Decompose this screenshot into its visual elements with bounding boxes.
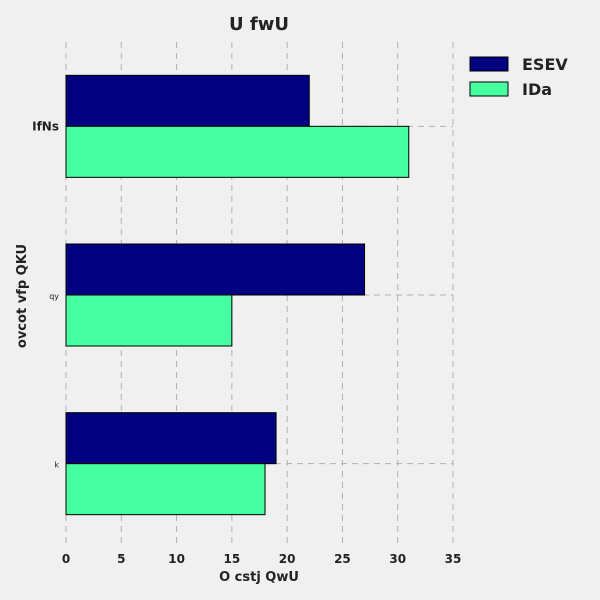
legend-swatch: [469, 56, 509, 72]
y-ticks: IfNs qy k: [32, 119, 59, 469]
bar-IDa-k: [65, 463, 266, 516]
bar-ESEV-qy: [65, 243, 366, 296]
bar-ESEV-IfNs: [65, 74, 310, 127]
x-tick-label: 20: [279, 552, 296, 566]
legend: ESEV IDa: [469, 55, 568, 99]
legend-swatch: [469, 81, 509, 97]
x-tick-label: 30: [389, 552, 406, 566]
legend-label: IDa: [522, 80, 552, 99]
y-tick-label: k: [54, 461, 59, 470]
x-tick-label: 15: [224, 552, 241, 566]
x-tick-label: 10: [168, 552, 185, 566]
x-ticks: 0 5 10 15 20 25 30 35: [62, 552, 462, 566]
bar-ESEV-k: [65, 412, 277, 465]
bar-IDa-qy: [65, 294, 233, 347]
y-tick-label: IfNs: [32, 119, 59, 133]
y-tick-label: qy: [49, 292, 59, 301]
y-axis-label: ovcot vfp QKU: [15, 244, 30, 348]
x-tick-label: 5: [117, 552, 125, 566]
x-tick-label: 35: [445, 552, 462, 566]
bar-IDa-IfNs: [65, 125, 410, 178]
bars: [65, 74, 410, 516]
x-axis-label: O cstj QwU: [219, 570, 299, 585]
x-tick-label: 25: [334, 552, 351, 566]
chart-title: U fwU: [229, 14, 289, 35]
legend-label: ESEV: [522, 55, 568, 74]
x-tick-label: 0: [62, 552, 70, 566]
